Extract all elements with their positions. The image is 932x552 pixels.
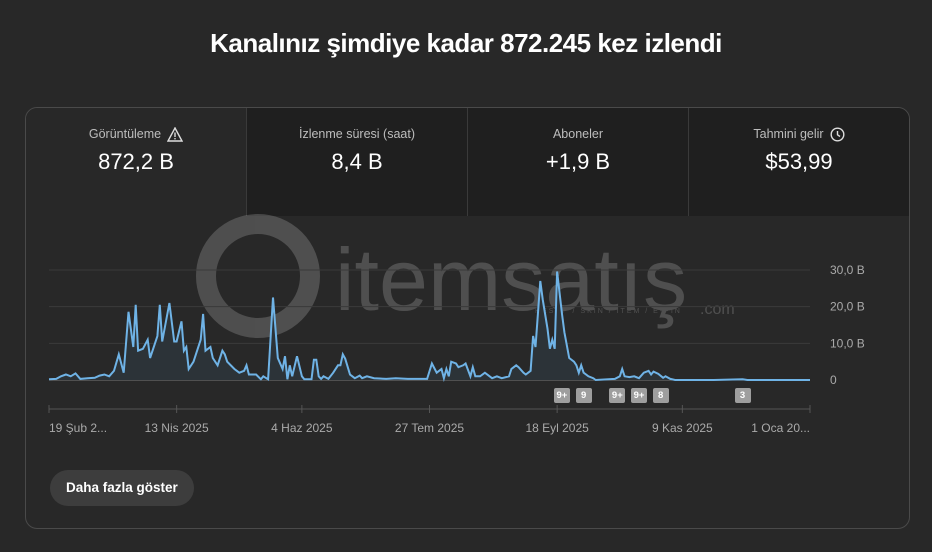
x-tick-label: 19 Şub 2... [49,421,107,435]
tab-subscribers[interactable]: Aboneler +1,9 B [467,108,688,216]
x-tick-label: 18 Eyl 2025 [525,421,589,435]
y-tick-label: 20,0 B [830,300,865,314]
x-tick-label: 4 Haz 2025 [271,421,333,435]
watermark-logo: itemsatış HESAP / SKIN / ITEM / E-PIN .c… [196,214,735,338]
tab-label: Tahmini gelir [753,127,824,141]
x-tick-label: 9 Kas 2025 [652,421,713,435]
tab-value: $53,99 [765,149,833,174]
x-tick-label: 27 Tem 2025 [395,421,464,435]
analytics-card: Görüntüleme 872,2 B İzlenme süresi (saat… [25,107,910,529]
tab-label: Aboneler [552,127,604,141]
views-area [49,271,810,380]
annotation-badge[interactable]: 8 [652,388,669,403]
x-tick-label: 1 Oca 20... [751,421,810,435]
metric-tabs: Görüntüleme 872,2 B İzlenme süresi (saat… [26,108,909,216]
tab-revenue[interactable]: Tahmini gelir $53,99 [688,108,909,216]
y-tick-label: 0 [830,373,837,387]
clock-icon[interactable] [830,126,845,142]
annotation-badge[interactable]: 3 [734,388,751,403]
views-line[interactable] [48,271,810,383]
annotation-badge[interactable]: 9+ [553,388,570,403]
tab-watch-time[interactable]: İzlenme süresi (saat) 8,4 B [246,108,467,216]
warning-icon[interactable] [167,126,184,142]
tab-views[interactable]: Görüntüleme 872,2 B [26,108,246,216]
tab-label: Görüntüleme [88,127,162,141]
watermark-text: itemsatış [335,230,687,329]
watermark-subtext: HESAP / SKIN / ITEM / E-PIN [535,308,682,315]
watermark-domain: .com [700,301,735,318]
x-tick-label: 13 Nis 2025 [145,421,209,435]
annotation-badge[interactable]: 9+ [631,388,648,403]
tab-value: +1,9 B [545,149,611,174]
y-tick-label: 10,0 B [830,336,865,350]
tab-value: 8,4 B [331,149,383,174]
tab-value: 872,2 B [98,149,174,174]
y-tick-label: 30,0 B [830,263,865,277]
annotation-badge[interactable]: 9 [575,388,592,403]
page-title: Kanalınız şimdiye kadar 872.245 kez izle… [210,28,722,58]
show-more-button[interactable]: Daha fazla göster [50,470,194,506]
tab-label: İzlenme süresi (saat) [298,127,415,141]
annotation-badge[interactable]: 9+ [609,388,626,403]
